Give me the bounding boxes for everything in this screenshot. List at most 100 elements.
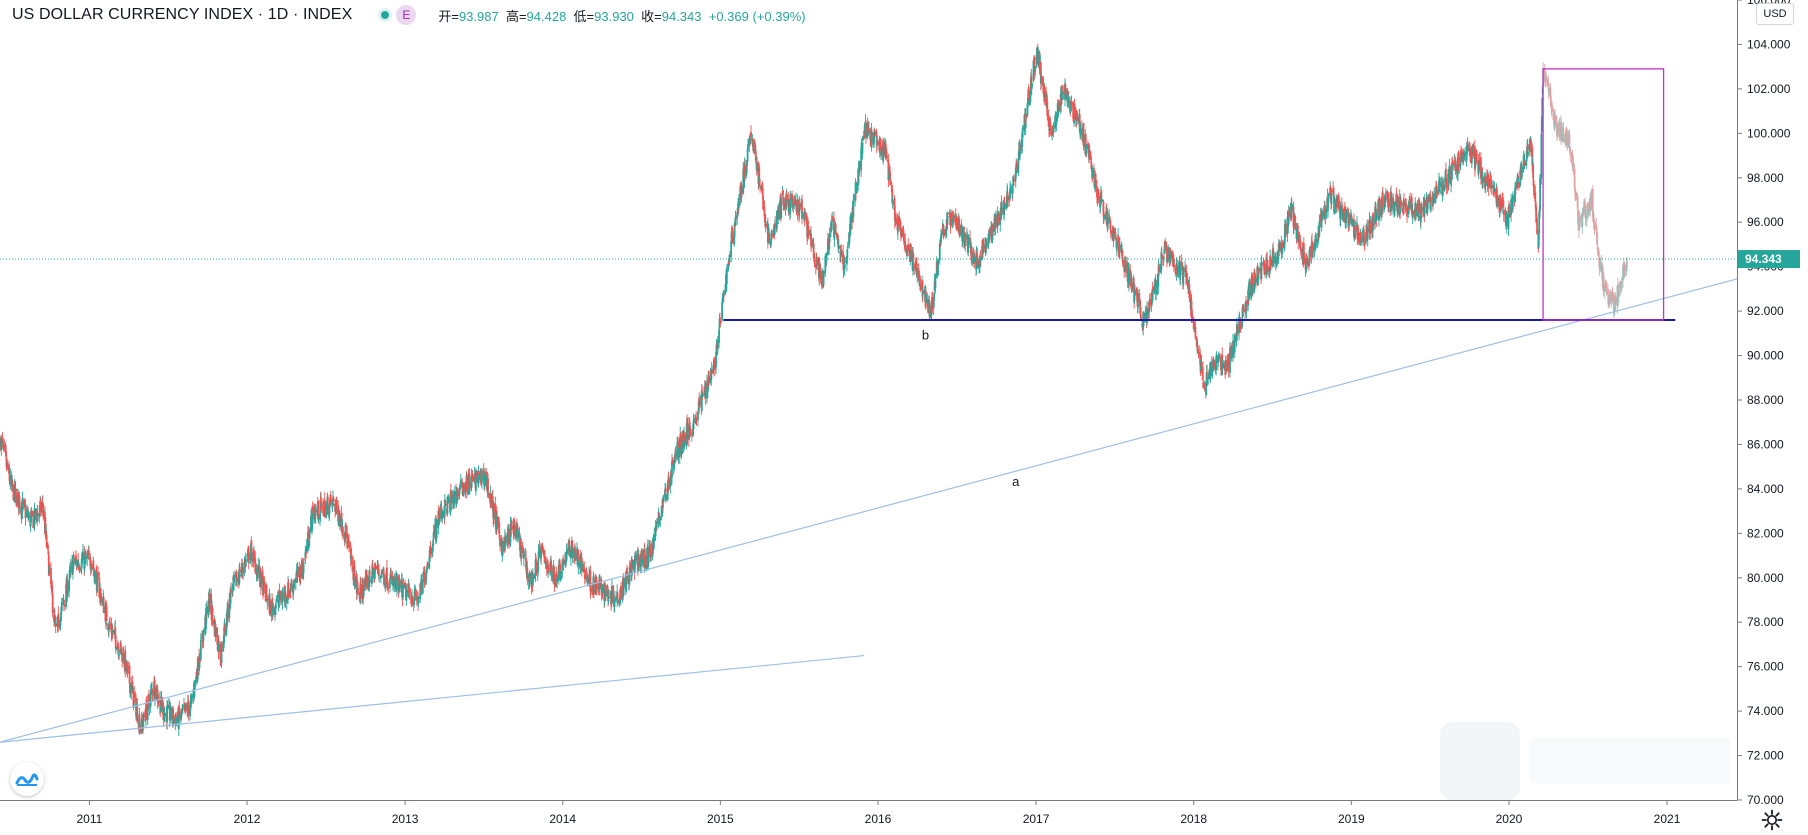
candle: [187, 704, 190, 721]
currency-button[interactable]: USD: [1756, 3, 1794, 25]
candle: [988, 227, 991, 244]
candle: [641, 548, 644, 567]
candle: [190, 694, 193, 705]
candle: [1342, 208, 1345, 222]
candle: [390, 569, 393, 585]
candle: [121, 646, 124, 668]
candle: [130, 677, 133, 700]
candle: [1514, 181, 1517, 195]
candle: [659, 515, 662, 528]
candle: [583, 572, 586, 585]
candle: [97, 566, 99, 579]
candle: [109, 616, 112, 630]
candle: [964, 232, 967, 243]
candle: [323, 492, 326, 518]
candle: [1614, 295, 1617, 311]
candle: [1194, 319, 1197, 341]
candle: [1155, 282, 1158, 301]
y-tick-label: 80.000: [1747, 571, 1784, 585]
candle: [1554, 109, 1557, 127]
candle: [1354, 220, 1357, 235]
candle: [1545, 71, 1548, 88]
candle: [614, 590, 616, 608]
trendline-label-a: a: [1012, 474, 1020, 489]
candle: [311, 501, 314, 514]
candle: [505, 535, 508, 546]
candle: [1028, 97, 1031, 107]
candle: [269, 598, 272, 616]
x-tick-label: 2012: [234, 812, 261, 826]
candle: [42, 503, 45, 519]
candle: [1397, 193, 1399, 215]
candle: [967, 234, 970, 247]
candle: [777, 203, 780, 224]
candle: [1538, 211, 1541, 240]
candle: [1055, 111, 1058, 132]
candle: [1288, 206, 1291, 219]
candle: [112, 629, 115, 635]
candle: [958, 230, 961, 238]
trendline-a[interactable]: [0, 259, 1808, 743]
candle: [1019, 150, 1021, 161]
candle: [1327, 192, 1330, 206]
candle: [1025, 114, 1028, 122]
candle: [30, 507, 33, 523]
candle: [523, 549, 526, 557]
candle: [1336, 194, 1339, 206]
candle: [538, 540, 541, 558]
x-tick-label: 2015: [707, 812, 734, 826]
candle: [45, 530, 48, 549]
candle: [846, 241, 849, 248]
candle: [650, 552, 653, 562]
candle: [1548, 85, 1551, 97]
candle: [1418, 197, 1421, 222]
candle: [1496, 194, 1499, 207]
candle: [453, 485, 456, 503]
tradingview-logo-icon[interactable]: [10, 762, 44, 796]
candle: [825, 252, 828, 266]
candle: [1040, 68, 1043, 90]
candle: [465, 471, 468, 499]
candle: [490, 492, 492, 509]
candle: [868, 121, 870, 134]
candle: [1188, 276, 1191, 303]
price-axis[interactable]: 106.000104.000102.000100.00098.00096.000…: [1737, 0, 1808, 835]
time-axis[interactable]: 2011 2012 2013 2014 2015 2016 2017 2018 2019 2020…: [0, 800, 1737, 835]
candle: [635, 550, 638, 565]
candle: [1128, 262, 1130, 292]
candle: [91, 560, 93, 569]
candle: [508, 529, 511, 549]
candle: [1445, 177, 1448, 195]
x-tick-label: 2018: [1180, 812, 1207, 826]
gear-icon[interactable]: [1760, 808, 1784, 832]
candle: [1457, 150, 1460, 172]
candle: [414, 586, 417, 600]
candle: [363, 578, 365, 596]
candle: [351, 554, 353, 572]
candle: [423, 566, 426, 588]
candle: [1587, 209, 1590, 217]
candle: [502, 536, 505, 553]
candle: [348, 534, 350, 552]
candle: [517, 528, 520, 543]
candle: [638, 553, 641, 573]
level-label-b: b: [922, 328, 929, 343]
candle: [441, 509, 444, 520]
candle: [1623, 261, 1626, 276]
candle: [184, 702, 187, 715]
low-label: 低=: [573, 8, 595, 24]
candle: [1163, 254, 1165, 263]
highlight-rectangle[interactable]: [1542, 68, 1665, 321]
candle: [982, 238, 985, 253]
candle: [335, 496, 338, 514]
candle: [145, 696, 148, 721]
candle: [1575, 191, 1578, 201]
candle: [1394, 200, 1396, 217]
candle: [533, 574, 536, 580]
candle: [1309, 245, 1312, 262]
candle: [1424, 200, 1427, 209]
candle: [1013, 174, 1015, 186]
symbol-title[interactable]: US DOLLAR CURRENCY INDEX · 1D · INDEX: [12, 6, 353, 23]
trendline-short[interactable]: [0, 654, 865, 743]
